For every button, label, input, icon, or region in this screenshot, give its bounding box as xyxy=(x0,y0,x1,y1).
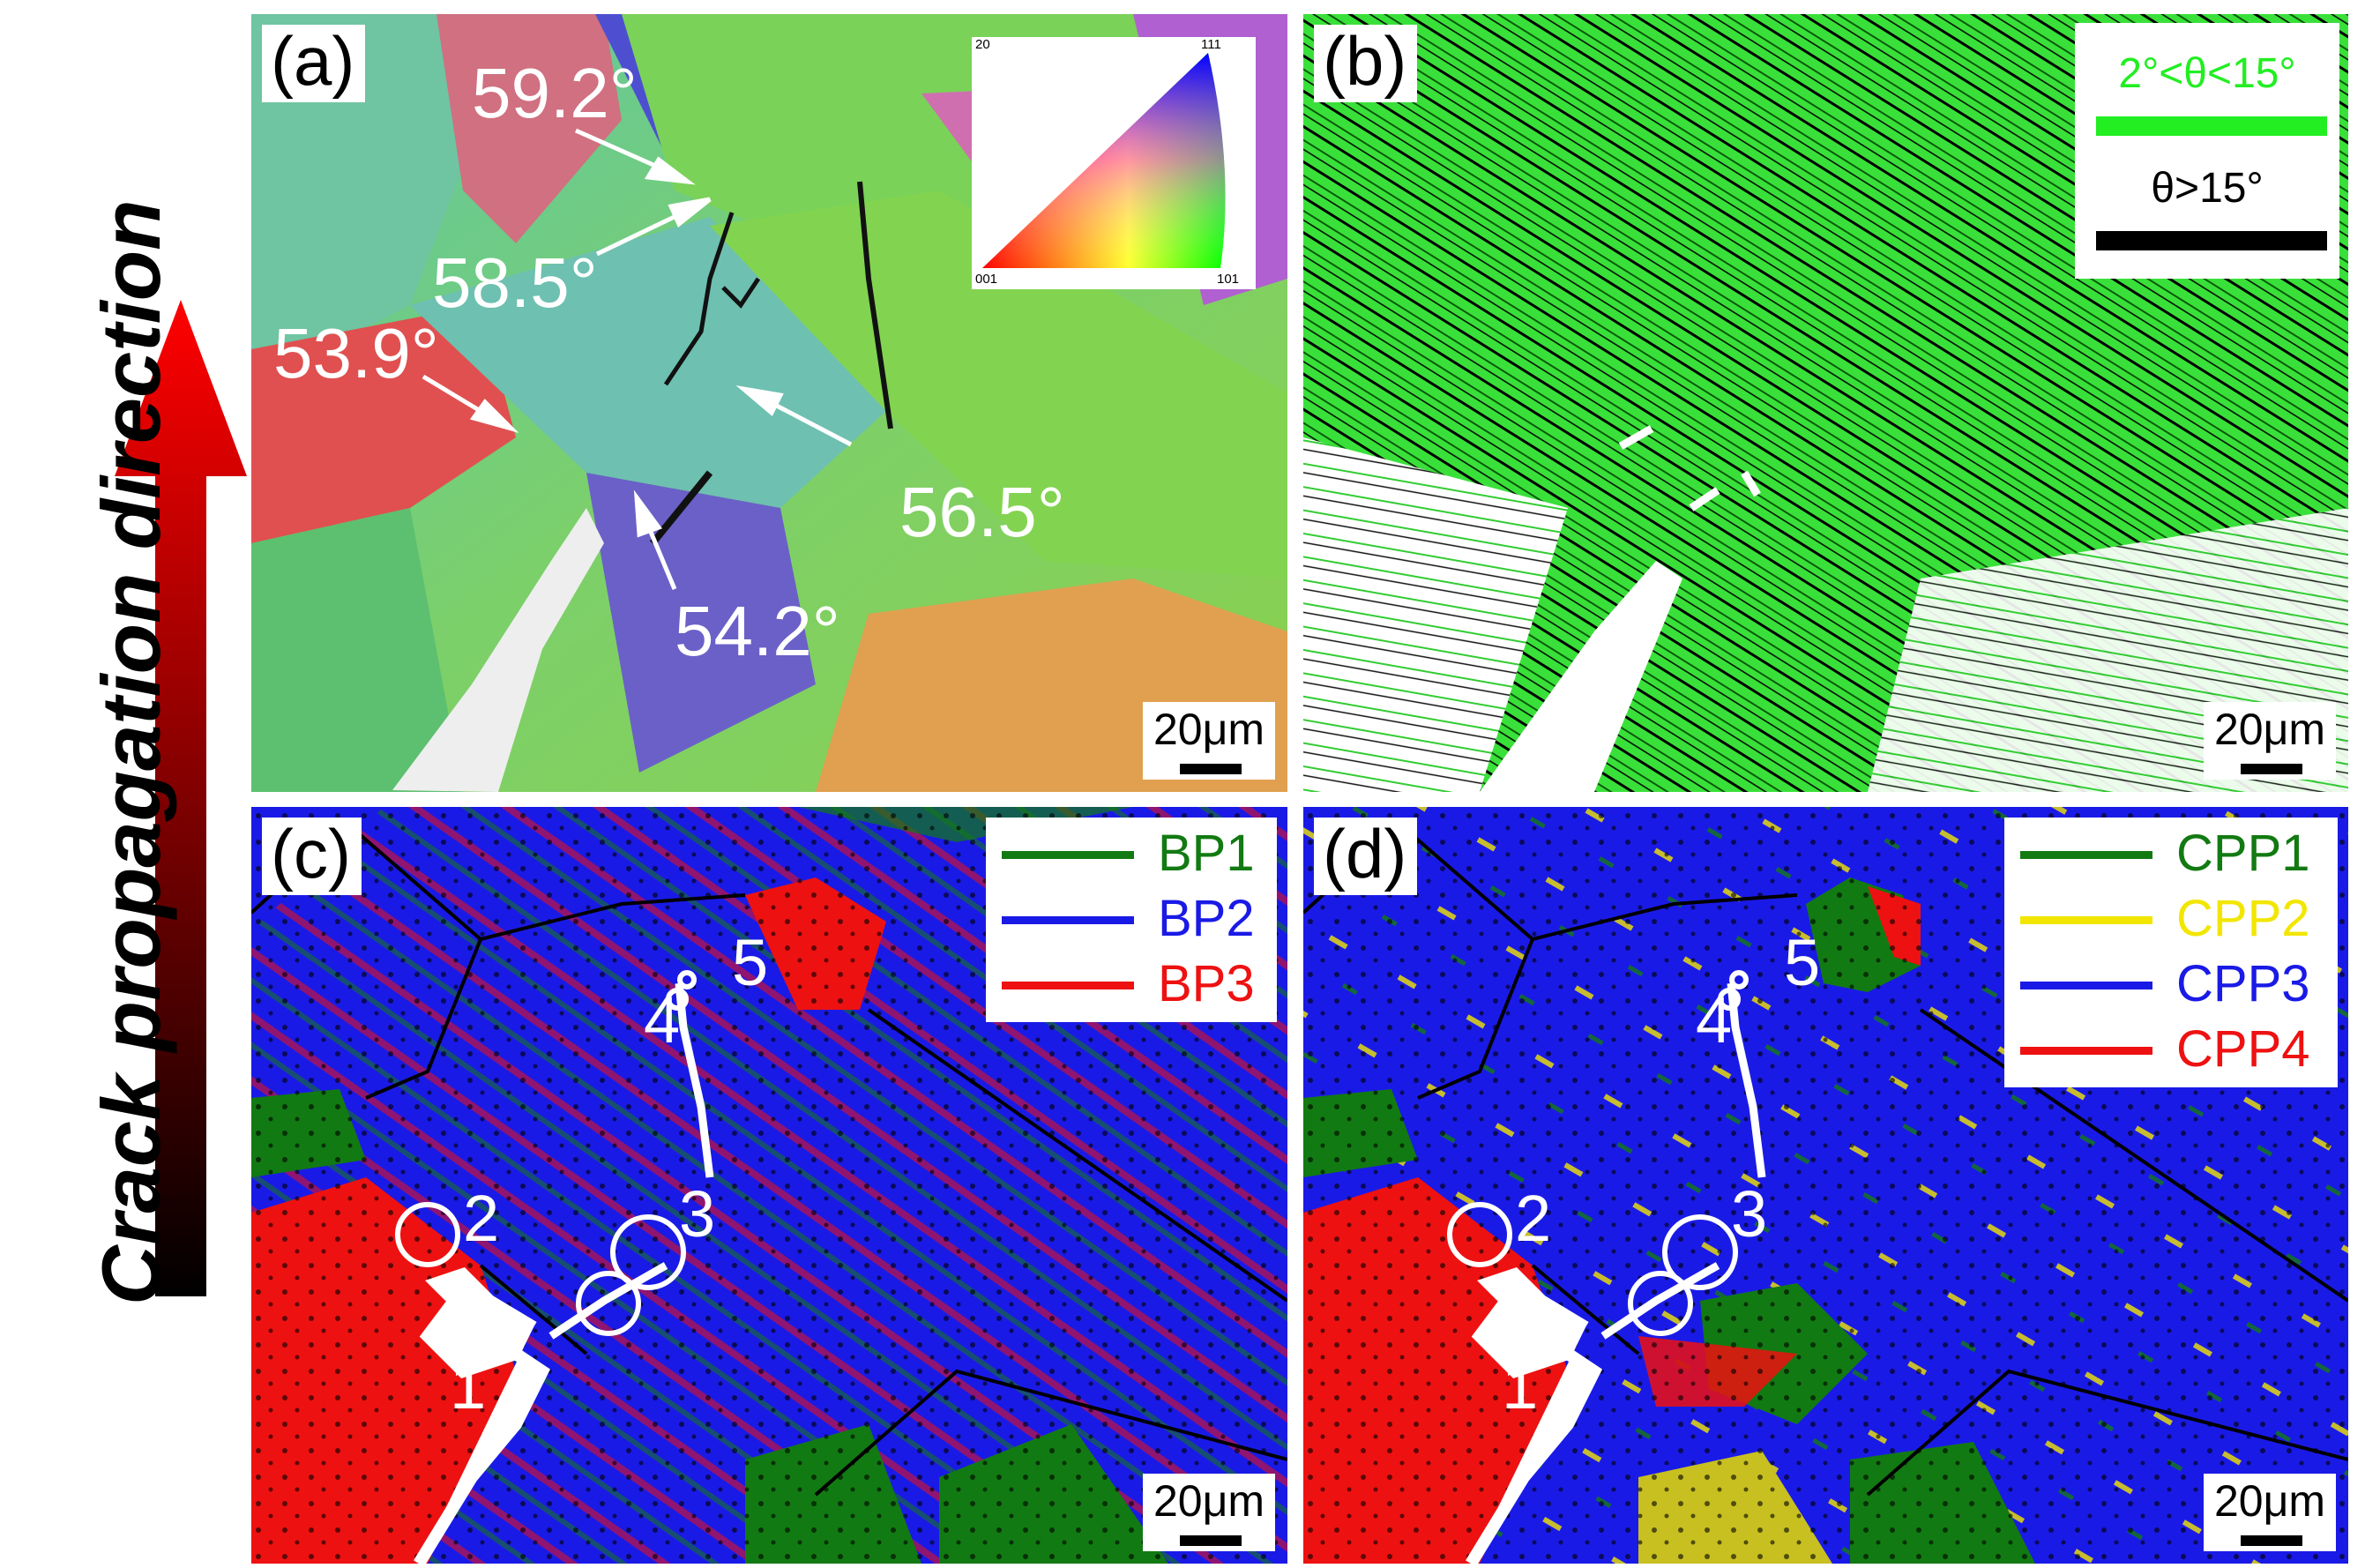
legend-low-angle-swatch xyxy=(2096,116,2327,136)
angle-label-3: 53.9° xyxy=(273,314,439,392)
site-label-1: 1 xyxy=(1502,1349,1539,1422)
legend-row-cpp1: CPP1 xyxy=(2004,823,2338,885)
site-label-5: 5 xyxy=(1784,926,1821,999)
scale-bar-line xyxy=(1180,764,1242,774)
angle-label-2: 58.5° xyxy=(432,243,598,322)
crack-direction-indicator: Crack propagation direction xyxy=(0,0,256,1568)
panel-a-label: (a) xyxy=(262,25,366,102)
legend-high-angle-label: θ>15° xyxy=(2151,165,2264,212)
legend-text: CPP4 xyxy=(2176,1020,2310,1078)
scale-bar-label: 20μm xyxy=(1153,705,1265,754)
scale-bar-line xyxy=(1180,1535,1242,1546)
legend-text: CPP3 xyxy=(2176,955,2310,1012)
legend-text: BP2 xyxy=(1158,890,1255,947)
legend-row-bp3: BP3 xyxy=(986,953,1277,1015)
ipf-color-key: 111 20 001 101 xyxy=(972,37,1256,289)
site-label-5: 5 xyxy=(732,926,769,999)
scale-bar-label: 20μm xyxy=(1153,1476,1265,1526)
ipf-corner-101: 101 xyxy=(1217,272,1240,287)
ipf-corner-111: 111 xyxy=(1201,37,1221,52)
panel-d-cpp-map: (d) 1 2 3 4 5 CPP1 CPP2 CPP3 CPP4 20μm xyxy=(1303,807,2348,1564)
legend-text: CPP1 xyxy=(2176,825,2310,882)
legend-row-bp1: BP1 xyxy=(986,823,1277,885)
angle-label-1: 59.2° xyxy=(472,54,638,132)
legend-swatch xyxy=(1002,982,1134,989)
angle-label-4: 56.5° xyxy=(899,473,1065,551)
scale-bar-line xyxy=(2241,1535,2302,1546)
panel-c-bain-map: (c) 1 2 3 4 5 BP1 BP2 BP3 20μm xyxy=(251,807,1287,1564)
panel-d-label: (d) xyxy=(1314,818,1418,895)
legend-swatch xyxy=(2020,982,2152,989)
boundary-legend: 2°<θ<15° θ>15° xyxy=(2075,23,2339,279)
crack-direction-label: Crack propagation direction xyxy=(85,199,177,1305)
legend-swatch xyxy=(1002,851,1134,859)
legend-text: BP3 xyxy=(1158,955,1255,1012)
site-label-4: 4 xyxy=(644,983,681,1057)
legend-text: BP1 xyxy=(1158,825,1255,882)
panel-b-label: (b) xyxy=(1314,25,1418,102)
panel-c-label: (c) xyxy=(262,818,362,895)
site-label-2: 2 xyxy=(1515,1182,1552,1255)
ipf-corner-20: 20 xyxy=(975,37,990,52)
scale-bar-a: 20μm xyxy=(1143,702,1275,780)
site-label-1: 1 xyxy=(450,1349,487,1422)
legend-row-cpp4: CPP4 xyxy=(2004,1019,2338,1080)
bain-legend: BP1 BP2 BP3 xyxy=(986,818,1277,1022)
legend-row-cpp3: CPP3 xyxy=(2004,953,2338,1015)
site-label-4: 4 xyxy=(1696,983,1733,1057)
site-label-2: 2 xyxy=(463,1182,500,1255)
scale-bar-label: 20μm xyxy=(2213,1476,2326,1526)
legend-low-angle-label: 2°<θ<15° xyxy=(2118,50,2296,97)
legend-swatch xyxy=(1002,916,1134,924)
scale-bar-line xyxy=(2241,764,2302,774)
legend-row-bp2: BP2 xyxy=(986,888,1277,950)
scale-bar-label: 20μm xyxy=(2213,705,2326,754)
site-label-3: 3 xyxy=(1731,1177,1768,1251)
legend-row-cpp2: CPP2 xyxy=(2004,888,2338,950)
legend-text: CPP2 xyxy=(2176,890,2310,947)
legend-swatch xyxy=(2020,851,2152,859)
panel-b-boundary-map: (b) 2°<θ<15° θ>15° 20μm xyxy=(1303,14,2348,792)
scale-bar-b: 20μm xyxy=(2204,702,2336,780)
angle-label-5: 54.2° xyxy=(675,592,840,670)
legend-high-angle-swatch xyxy=(2096,231,2327,250)
crack-direction-arrow xyxy=(115,300,247,1296)
legend-swatch xyxy=(2020,916,2152,924)
legend-swatch xyxy=(2020,1047,2152,1055)
cpp-legend: CPP1 CPP2 CPP3 CPP4 xyxy=(2004,818,2338,1087)
scale-bar-c: 20μm xyxy=(1143,1474,1275,1551)
panel-a-ipf-map: (a) 59.2° 58.5° 53.9° 56.5° 54.2° 111 20… xyxy=(251,14,1287,792)
site-label-3: 3 xyxy=(679,1177,716,1251)
ipf-corner-001: 001 xyxy=(975,272,998,287)
scale-bar-d: 20μm xyxy=(2204,1474,2336,1551)
ipf-triangle xyxy=(982,53,1226,268)
